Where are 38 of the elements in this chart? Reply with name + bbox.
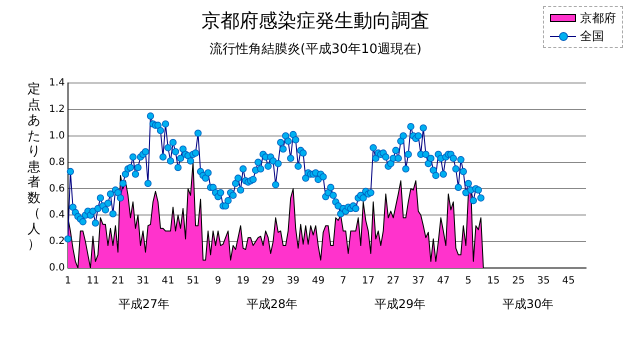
- x-tick-label: 39: [286, 276, 300, 287]
- x-tick-label: 47: [436, 276, 450, 287]
- x-tick-label: 21: [112, 276, 124, 287]
- x-tick-label: 27: [386, 276, 400, 287]
- x-tick-label: 1: [64, 276, 72, 287]
- y-tick-label: 0.2: [48, 236, 65, 248]
- legend-label: 全国: [580, 28, 604, 44]
- x-tick-label: 19: [236, 276, 250, 287]
- x-tick-label: 15: [487, 276, 500, 287]
- y-tick-label: 1.0: [48, 130, 65, 142]
- x-tick-label: 37: [412, 276, 425, 287]
- text: 平成29年: [373, 296, 427, 313]
- x-tick-label: 17: [362, 276, 375, 287]
- y-tick-label: 0.4: [48, 210, 65, 221]
- text: 平成27年: [117, 296, 171, 313]
- x-tick-label: 49: [312, 276, 325, 287]
- x-tick-label: 51: [186, 276, 200, 287]
- text: 定点あたり患者数（人）: [28, 82, 40, 252]
- x-tick-label: 31: [136, 276, 150, 287]
- y-tick-label: 0.8: [48, 156, 65, 168]
- x-tick-label: 5: [465, 276, 472, 287]
- y-tick-label: 1.2: [48, 104, 65, 116]
- legend-label: 京都府: [580, 10, 616, 26]
- x-tick-label: 7: [340, 276, 346, 287]
- text: 平成28年: [245, 296, 299, 313]
- x-tick-label: 11: [86, 276, 100, 287]
- x-tick-label: 45: [562, 276, 575, 287]
- x-tick-label: 35: [537, 276, 550, 287]
- y-tick-label: 0.0: [48, 262, 65, 274]
- text: 平成30年: [501, 296, 555, 313]
- chart-subtitle: 流行性角結膜炎(平成30年10週現在): [209, 42, 422, 57]
- x-tick-label: 29: [262, 276, 274, 287]
- chart-title: 京都府感染症発生動向調査: [202, 10, 430, 32]
- x-tick-label: 25: [512, 276, 525, 287]
- y-tick-label: 0.6: [48, 183, 65, 194]
- y-tick-label: 1.4: [48, 78, 65, 89]
- x-tick-label: 41: [162, 276, 174, 287]
- x-tick-label: 9: [214, 276, 222, 287]
